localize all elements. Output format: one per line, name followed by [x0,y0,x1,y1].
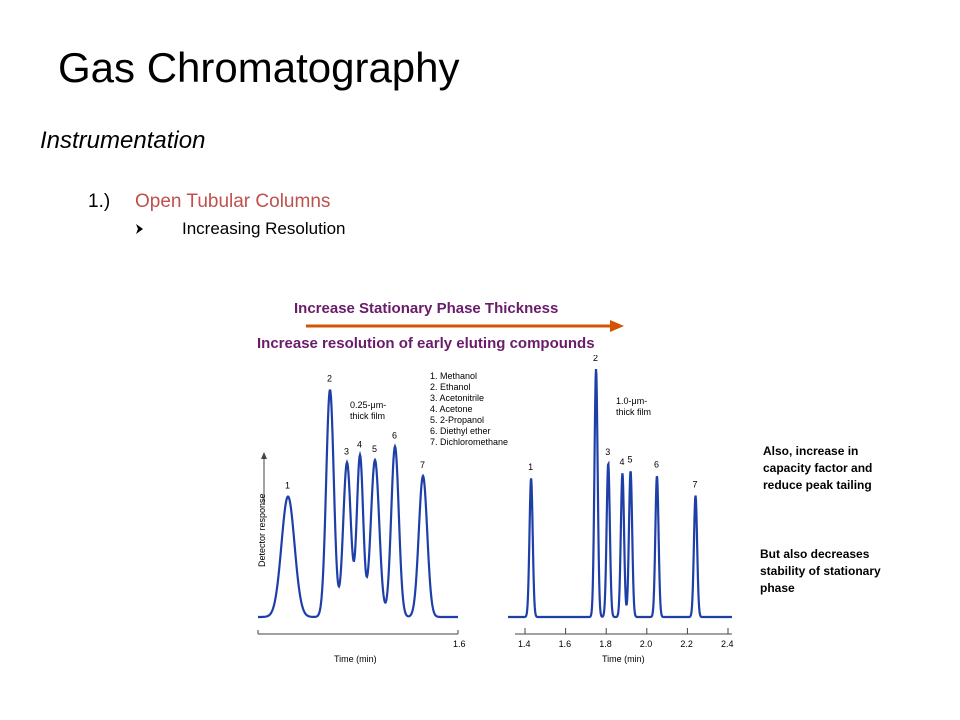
left-peak-label: 6 [392,430,397,440]
bullet-text: Increasing Resolution [182,219,346,238]
right-film-label-2: thick film [616,407,651,417]
left-peak-labels: 1 2 34 5 6 7 [285,374,425,491]
left-peak-label: 2 [327,374,332,384]
right-tick-label: 1.6 [559,639,572,649]
legend-item: 2. Ethanol [430,382,471,392]
right-peak-label: 2 [593,355,598,363]
bullet-arrow-icon [136,224,143,234]
right-peak-label: 6 [654,460,659,470]
legend-item: 6. Diethyl ether [430,426,491,436]
caption-resolution: Increase resolution of early eluting com… [257,335,595,352]
legend-item: 5. 2-Propanol [430,415,484,425]
right-peak-label: 1 [528,462,533,472]
right-peak-label: 7 [693,479,698,489]
slide-title: Gas Chromatography [58,44,460,91]
right-tick-label: 2.4 [721,639,734,649]
left-tick-label: 1.6 [453,639,466,649]
right-tick-label: 2.2 [680,639,693,649]
left-film-label-1: 0.25-μm- [350,400,386,410]
right-tick-label: 1.4 [518,639,531,649]
compound-legend: 1. Methanol 2. Ethanol 3. Acetonitrile 4… [430,371,508,447]
left-peak-label: 7 [420,460,425,470]
chromatogram-figure: Detector response 1.6 Time (min) 0.25-μm… [257,355,734,664]
left-ylabel: Detector response [257,493,267,567]
caption-stationary-phase: Increase Stationary Phase Thickness [294,300,559,317]
right-film-label-1: 1.0-μm- [616,396,647,406]
note-capacity-factor: Also, increase in capacity factor and re… [763,444,873,492]
note-stability: But also decreases stability of stationa… [760,547,881,595]
right-axes: Time (min) 1.0-μm- thick film [515,396,732,664]
left-peak-label: 4 [357,440,362,450]
right-chromatogram-trace [508,369,732,619]
right-arrow-icon [306,320,624,332]
left-film-label-2: thick film [350,411,385,421]
right-peak-labels: 1 2 34 5 6 7 [528,355,697,489]
legend-item: 7. Dichloromethane [430,437,508,447]
right-peak-label: 4 [619,457,624,467]
left-axes: Detector response 1.6 Time (min) 0.25-μm… [257,400,466,664]
right-peak-label: 5 [628,455,633,465]
right-tick-label: 1.8 [599,639,612,649]
list-heading: Open Tubular Columns [135,191,331,212]
legend-item: 3. Acetonitrile [430,393,484,403]
left-peak-label: 5 [372,444,377,454]
left-peak-label: 3 [344,446,349,456]
section-heading: Instrumentation [40,127,206,154]
right-peak-label: 3 [605,447,610,457]
right-ticks: 1.4 1.6 1.8 2.0 2.2 2.4 [518,628,734,649]
list-number: 1.) [88,191,111,212]
right-tick-label: 2.0 [640,639,653,649]
left-xlabel: Time (min) [334,654,377,664]
legend-item: 1. Methanol [430,371,477,381]
right-xlabel: Time (min) [602,654,645,664]
left-chromatogram-trace [258,389,458,619]
legend-item: 4. Acetone [430,404,473,414]
left-peak-label: 1 [285,480,290,490]
